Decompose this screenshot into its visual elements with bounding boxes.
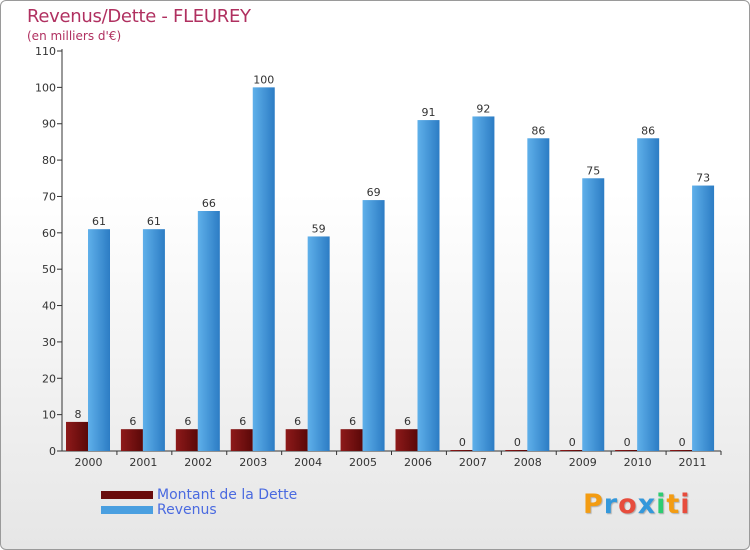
- data-label-revenus: 59: [312, 222, 326, 235]
- bar-revenus-2004: [307, 236, 330, 451]
- y-tick-label: 10: [42, 409, 56, 422]
- x-tick-label: 2000: [74, 456, 102, 469]
- bar-dette-2010: [615, 450, 638, 451]
- y-tick-label: 90: [42, 118, 56, 131]
- legend: Montant de la Dette Revenus: [101, 486, 298, 518]
- bar-dette-2002: [175, 429, 198, 451]
- legend-label-dette: Montant de la Dette: [157, 486, 298, 503]
- legend-label-revenus: Revenus: [157, 501, 217, 518]
- y-tick-label: 30: [42, 336, 56, 349]
- y-tick-label: 100: [35, 81, 56, 94]
- data-label-dette: 0: [569, 436, 576, 449]
- data-label-dette: 6: [404, 415, 411, 428]
- data-label-revenus: 61: [147, 215, 161, 228]
- x-tick-label: 2005: [349, 456, 377, 469]
- x-tick-label: 2004: [294, 456, 322, 469]
- data-label-revenus: 75: [586, 164, 600, 177]
- bar-revenus-2010: [637, 138, 660, 452]
- data-label-revenus: 66: [202, 197, 216, 210]
- y-tick-label: 110: [35, 45, 56, 58]
- data-label-dette: 6: [294, 415, 301, 428]
- data-label-revenus: 69: [367, 186, 381, 199]
- bar-revenus-2000: [88, 229, 110, 451]
- data-label-dette: 6: [349, 415, 356, 428]
- data-label-revenus: 86: [641, 124, 655, 137]
- data-label-revenus: 92: [476, 102, 490, 115]
- data-label-revenus: 91: [422, 106, 436, 119]
- bar-revenus-2002: [197, 211, 220, 451]
- x-tick-label: 2011: [679, 456, 707, 469]
- y-tick-label: 20: [42, 372, 56, 385]
- chart-title: Revenus/Dette - FLEUREY: [27, 6, 251, 27]
- data-label-revenus: 86: [531, 124, 545, 137]
- y-tick-label: 70: [42, 190, 56, 203]
- bar-dette-2009: [560, 450, 583, 451]
- x-tick-label: 2001: [129, 456, 157, 469]
- data-label-dette: 6: [129, 415, 136, 428]
- bar-revenus-2003: [252, 87, 275, 451]
- bar-dette-2006: [395, 429, 418, 451]
- bar-dette-2011: [670, 450, 693, 451]
- bar-dette-2007: [450, 450, 473, 451]
- x-tick-label: 2002: [184, 456, 212, 469]
- chart-subtitle: (en milliers d'€): [27, 29, 122, 43]
- bar-revenus-2001: [142, 229, 165, 451]
- bar-dette-2001: [120, 429, 143, 451]
- bar-revenus-2009: [582, 178, 605, 452]
- legend-item-dette: Montant de la Dette: [101, 486, 298, 503]
- bar-dette-2008: [505, 450, 528, 451]
- bar-revenus-2011: [692, 185, 715, 451]
- data-label-dette: 6: [239, 415, 246, 428]
- x-tick-label: 2009: [569, 456, 597, 469]
- data-label-dette: 0: [459, 436, 466, 449]
- data-label-revenus: 61: [92, 215, 106, 228]
- bar-dette-2004: [285, 429, 308, 451]
- bar-revenus-2005: [362, 200, 385, 451]
- data-label-revenus: 73: [696, 172, 710, 185]
- legend-swatch-revenus: [101, 505, 153, 514]
- proxiti-logo: Proxiti: [583, 489, 691, 520]
- data-label-dette: 0: [624, 436, 631, 449]
- x-tick-label: 2006: [404, 456, 432, 469]
- data-label-revenus: 100: [253, 73, 274, 86]
- x-tick-label: 2003: [239, 456, 267, 469]
- bar-revenus-2007: [472, 116, 495, 452]
- y-tick-label: 80: [42, 154, 56, 167]
- bar-dette-2003: [230, 429, 253, 451]
- y-tick-label: 40: [42, 300, 56, 313]
- y-tick-label: 0: [49, 445, 56, 458]
- y-tick-label: 50: [42, 263, 56, 276]
- data-label-dette: 6: [184, 415, 191, 428]
- y-tick-label: 60: [42, 227, 56, 240]
- legend-item-revenus: Revenus: [101, 501, 297, 518]
- legend-swatch-dette: [101, 490, 153, 499]
- bar-dette-2000: [66, 421, 88, 451]
- data-label-dette: 0: [679, 436, 686, 449]
- data-label-dette: 0: [514, 436, 521, 449]
- bar-revenus-2008: [527, 138, 550, 452]
- x-tick-label: 2008: [514, 456, 542, 469]
- x-tick-label: 2010: [624, 456, 652, 469]
- x-tick-label: 2007: [459, 456, 487, 469]
- data-label-dette: 8: [75, 408, 82, 421]
- bar-dette-2005: [340, 429, 363, 451]
- bar-revenus-2006: [417, 120, 440, 451]
